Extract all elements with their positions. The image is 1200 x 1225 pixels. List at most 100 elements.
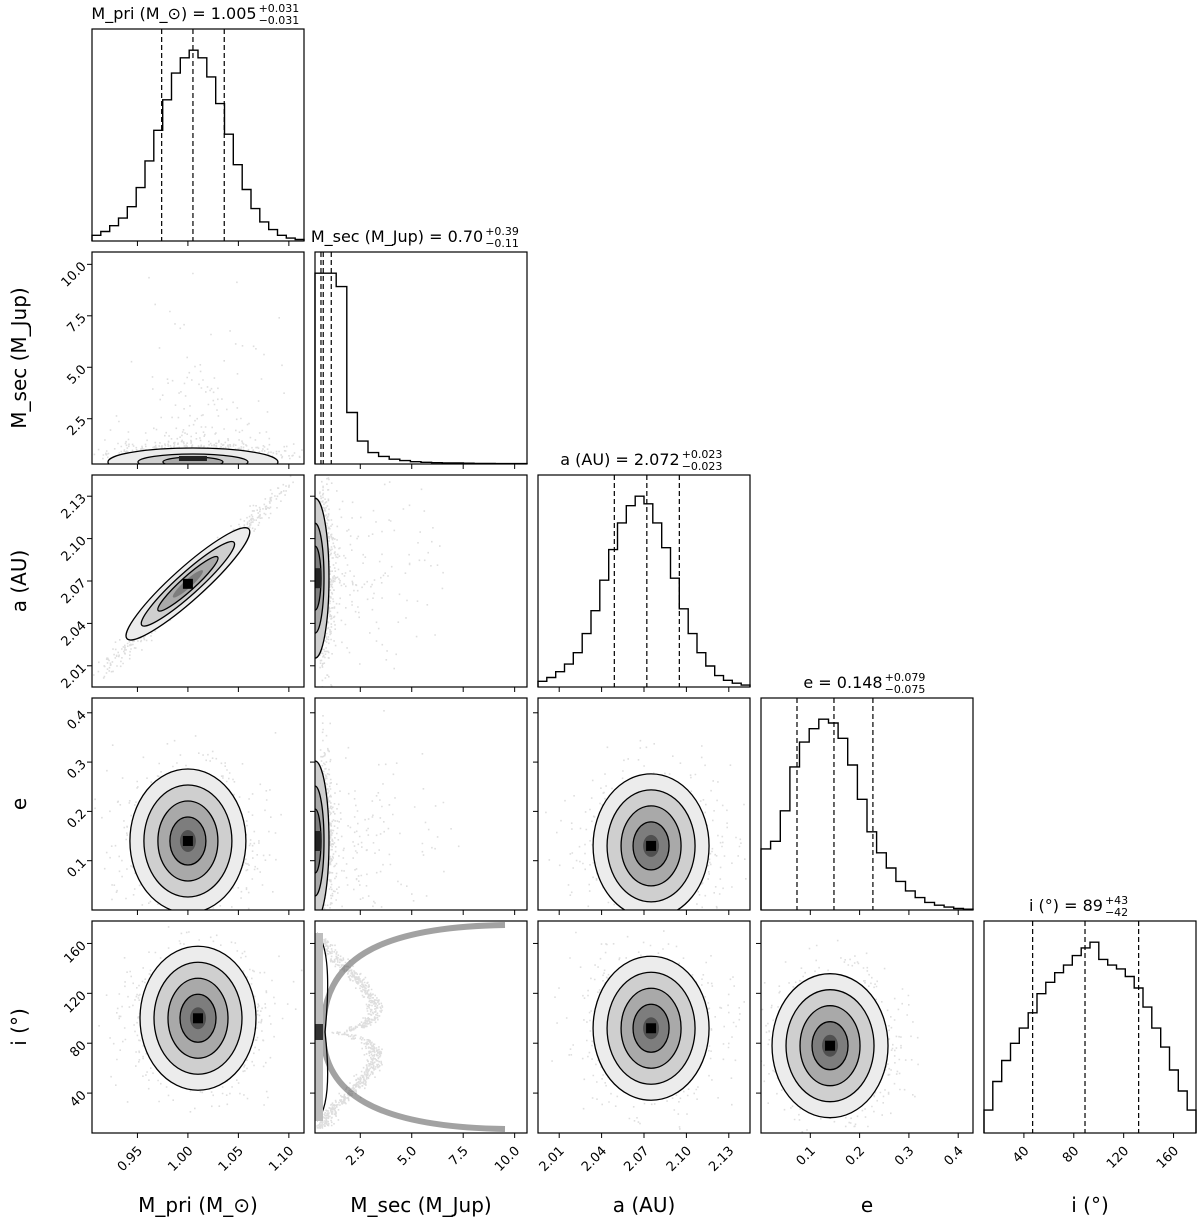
- contour-level: [315, 497, 330, 659]
- title-err-minus: −0.031: [259, 14, 300, 27]
- title-msec: M_sec (M_Jup) = 0.70: [311, 227, 483, 247]
- title-mpri: M_pri (M_⊙) = 1.005: [91, 4, 256, 24]
- scatter-points: [319, 710, 460, 910]
- contour-level: [315, 785, 325, 897]
- x-axis-label-a: a (AU): [613, 1193, 676, 1217]
- contour-level: [167, 977, 229, 1059]
- x-tick-label-i: 120: [1104, 1144, 1132, 1172]
- contour-level: [179, 993, 217, 1043]
- crescent-band: [319, 922, 506, 1132]
- histogram-i: [983, 941, 1197, 1133]
- x-tick-label-e: 0.2: [843, 1144, 868, 1169]
- contour-level: [315, 760, 330, 910]
- x-tick-label-msec: 7.5: [446, 1144, 471, 1169]
- x-tick-label-msec: 10.0: [492, 1144, 523, 1175]
- title-err-plus: +0.023: [682, 448, 723, 461]
- histogram-mpri: [91, 49, 305, 241]
- x-tick-label-a: 2.13: [706, 1144, 737, 1175]
- density-peak: [193, 1013, 203, 1024]
- panel-mpri-a: [87, 474, 305, 692]
- contour-level: [315, 522, 325, 634]
- contour-level: [592, 773, 710, 910]
- x-tick-label-a: 2.10: [664, 1144, 695, 1175]
- title-err-plus: +0.39: [485, 225, 519, 238]
- panel-frame: [537, 474, 751, 688]
- y-tick-label-a: 2.07: [59, 576, 90, 607]
- x-tick-label-i: 40: [1010, 1144, 1032, 1166]
- panel-frame: [760, 697, 974, 911]
- contour-level: [620, 987, 682, 1069]
- panel-e-i: [756, 920, 974, 1138]
- x-tick-label-e: 0.4: [941, 1144, 966, 1169]
- x-tick-label-a: 2.04: [579, 1144, 610, 1175]
- density-peak: [182, 835, 193, 846]
- panel-frame: [760, 920, 974, 1134]
- y-tick-label-a: 2.04: [59, 618, 90, 649]
- x-tick-label-msec: 5.0: [395, 1144, 420, 1169]
- panel-mpri-i: [87, 920, 305, 1138]
- panel-frame: [91, 251, 305, 465]
- density-peak: [315, 568, 321, 589]
- contour-level: [140, 540, 236, 627]
- x-tick-label-mpri: 1.00: [165, 1144, 196, 1175]
- y-tick-label-e: 0.4: [64, 708, 89, 733]
- x-tick-label-e: 0.1: [794, 1144, 819, 1169]
- density-peak: [825, 1040, 836, 1051]
- x-axis-label-mpri: M_pri (M_⊙): [138, 1193, 258, 1217]
- y-tick-label-msec: 2.5: [64, 414, 89, 439]
- panel-mpri-e: [87, 697, 305, 915]
- title-err-minus: −0.075: [885, 683, 926, 696]
- contour-level: [157, 555, 219, 612]
- contour-level: [799, 1005, 861, 1087]
- density-peak: [178, 456, 207, 461]
- x-tick-label-e: 0.3: [892, 1144, 917, 1169]
- x-tick-label-i: 160: [1154, 1144, 1182, 1172]
- contour-level: [153, 961, 243, 1075]
- panel-mpri-msec: [87, 251, 305, 469]
- y-tick-label-a: 2.01: [59, 661, 90, 692]
- panel-msec-a: [310, 474, 528, 692]
- hist-panel-msec: M_sec (M_Jup) = 0.70 +0.39−0.11: [311, 225, 528, 469]
- y-tick-label-i: 160: [61, 938, 89, 966]
- title-err-minus: −0.11: [485, 237, 519, 250]
- panel-frame: [314, 920, 528, 1134]
- panel-frame: [91, 697, 305, 911]
- hist-panel-i: i (°) = 89 +43−42: [983, 894, 1197, 1138]
- title-a: a (AU) = 2.072: [560, 450, 679, 469]
- x-tick-label-mpri: 1.05: [216, 1144, 247, 1175]
- panel-frame: [91, 28, 305, 242]
- contour-level: [592, 955, 710, 1101]
- y-tick-label-msec: 7.5: [64, 311, 89, 336]
- density-peak: [315, 1023, 323, 1040]
- x-tick-label-a: 2.07: [621, 1144, 652, 1175]
- hist-panel-e: e = 0.148 +0.079−0.075: [760, 671, 974, 915]
- contour-level: [125, 527, 251, 641]
- panel-a-i: [533, 920, 751, 1138]
- y-axis-label-i: i (°): [7, 1008, 31, 1046]
- density-peak: [182, 578, 193, 589]
- title-i: i (°) = 89: [1029, 896, 1103, 915]
- panel-frame: [314, 697, 528, 911]
- y-axis-label-msec: M_sec (M_Jup): [7, 287, 31, 428]
- contour-level: [107, 447, 279, 464]
- density-peak: [315, 830, 321, 851]
- contour-level: [771, 973, 889, 1119]
- histogram-e: [760, 718, 974, 910]
- x-axis-label-i: i (°): [1071, 1193, 1109, 1217]
- histogram-a: [537, 495, 751, 687]
- title-e: e = 0.148: [803, 673, 882, 692]
- scatter-points: [319, 477, 444, 687]
- hist-panel-mpri: M_pri (M_⊙) = 1.005 +0.031−0.031: [91, 2, 305, 246]
- y-tick-label-i: 120: [61, 988, 89, 1016]
- hist-panel-a: a (AU) = 2.072 +0.023−0.023: [537, 448, 751, 692]
- panel-a-e: [533, 697, 751, 915]
- x-axis-label-msec: M_sec (M_Jup): [350, 1193, 491, 1217]
- x-tick-label-mpri: 1.10: [266, 1144, 297, 1175]
- y-tick-label-e: 0.3: [64, 757, 89, 782]
- panel-frame: [314, 474, 528, 688]
- contour-level: [785, 989, 875, 1103]
- y-tick-label-msec: 5.0: [64, 362, 89, 387]
- contour-level: [632, 821, 670, 871]
- y-tick-label-msec: 10.0: [59, 259, 90, 290]
